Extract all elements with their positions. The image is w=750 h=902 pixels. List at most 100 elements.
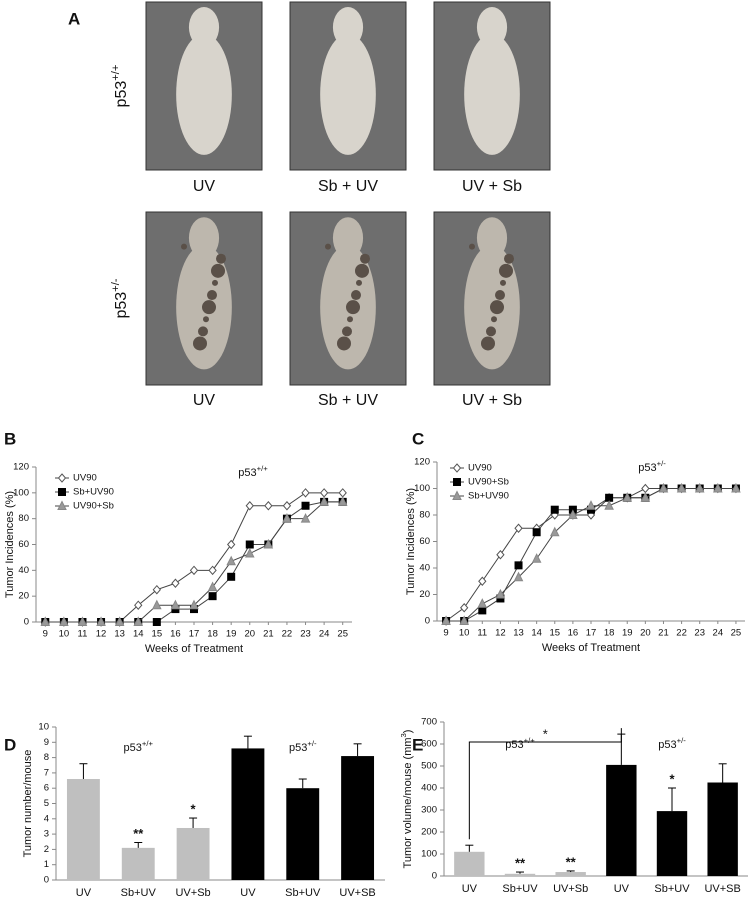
x-tick-label: 24 (713, 628, 724, 639)
legend-label: UV90 (468, 463, 492, 474)
marker (134, 600, 143, 610)
marker (264, 500, 273, 511)
marker (263, 538, 274, 549)
bar (454, 851, 485, 876)
x-tick-label: 12 (495, 628, 506, 639)
x-tick-label: Sb+UV (285, 887, 321, 899)
y-tick-label: 100 (414, 483, 430, 494)
marker (319, 488, 329, 498)
tumor-spot (325, 243, 331, 250)
y-tick-label: 0 (432, 871, 437, 882)
panel-letter: B (4, 429, 16, 448)
mouse-head (332, 7, 364, 48)
marker (189, 599, 199, 610)
marker (59, 616, 69, 626)
significance: ** (133, 826, 144, 841)
y-tick-label: 1 (44, 859, 49, 870)
x-tick-label: 15 (549, 628, 560, 639)
bar (606, 764, 637, 876)
marker (452, 490, 462, 500)
tumor-spot (181, 243, 187, 250)
marker (586, 500, 596, 510)
genotype-label: p53+/+ (110, 65, 130, 108)
y-tick-label: 0 (44, 875, 49, 886)
marker (478, 576, 487, 587)
y-tick-label: 3 (44, 829, 49, 840)
marker (532, 528, 541, 537)
marker (189, 565, 199, 576)
marker (207, 581, 218, 592)
marker (282, 500, 292, 511)
group-label: p53+/+ (505, 736, 535, 751)
treatment-label: Sb + UV (318, 178, 378, 195)
y-tick-label: 20 (419, 589, 430, 600)
tumor-spot (212, 279, 218, 286)
y-tick-label: 10 (38, 722, 49, 733)
tumor-spot (211, 263, 225, 278)
legend-label: UV90+Sb (468, 477, 509, 488)
marker (496, 549, 505, 560)
marker (676, 482, 687, 493)
legend-label: Sb+UV90 (468, 491, 509, 502)
mouse-head (332, 217, 364, 259)
tumor-spot (500, 279, 506, 286)
y-tick-label: 2 (44, 844, 49, 855)
marker (57, 500, 67, 510)
genotype-label: p53+/- (110, 278, 130, 318)
x-tick-label: 18 (604, 628, 615, 639)
y-tick-label: 60 (18, 539, 29, 550)
y-tick-label: 200 (421, 827, 437, 838)
marker (452, 463, 462, 473)
x-tick-label: 11 (78, 629, 88, 640)
tumor-spot (360, 253, 370, 264)
x-tick-label: UV (76, 887, 92, 899)
bar (231, 748, 265, 880)
marker (531, 553, 542, 563)
x-tick-label: 25 (731, 628, 742, 639)
x-tick-label: Sb+UV (654, 883, 690, 895)
y-tick-label: 500 (421, 761, 437, 772)
group-label: p53+/+ (124, 739, 154, 754)
x-tick-label: UV (240, 887, 256, 899)
marker (337, 496, 348, 506)
x-tick-label: 20 (640, 628, 651, 639)
marker (133, 616, 144, 626)
marker (478, 606, 487, 615)
y-tick-label: 400 (421, 783, 437, 794)
marker (208, 592, 217, 601)
marker (604, 500, 614, 510)
y-axis-label-sup: 3 (399, 733, 408, 737)
tumor-spot (351, 290, 361, 301)
genotype-label-sup: +/- (110, 278, 122, 292)
chart-title-sup: +/+ (257, 464, 269, 473)
marker (640, 492, 651, 502)
x-tick-label: 9 (43, 629, 48, 640)
marker (300, 513, 311, 523)
marker (513, 571, 524, 582)
chart-title: p53+/- (638, 459, 666, 474)
x-tick-label: 11 (477, 628, 487, 639)
mouse-head (188, 217, 220, 259)
x-tick-label: UV (614, 883, 630, 895)
marker (226, 555, 236, 566)
treatment-label: UV (193, 178, 216, 195)
x-tick-label: 19 (226, 629, 237, 640)
y-tick-label: 9 (44, 737, 49, 748)
group-label-base: p53 (658, 739, 676, 751)
tumor-spot (337, 336, 351, 351)
y-tick-label: 100 (421, 849, 437, 860)
group-label: p53+/- (289, 739, 317, 754)
marker (460, 602, 469, 613)
marker (282, 513, 292, 523)
marker (171, 578, 180, 589)
x-tick-label: 10 (59, 629, 70, 640)
y-tick-label: 120 (13, 462, 29, 473)
y-tick-label: 0 (425, 616, 430, 627)
panel-letter: C (412, 429, 424, 448)
x-tick-label: 14 (531, 628, 542, 639)
tumor-spot (504, 253, 514, 264)
y-tick-label: 4 (44, 813, 49, 824)
x-tick-label: 14 (133, 629, 144, 640)
group-label: p53+/- (658, 736, 686, 751)
mouse-body (176, 33, 232, 155)
